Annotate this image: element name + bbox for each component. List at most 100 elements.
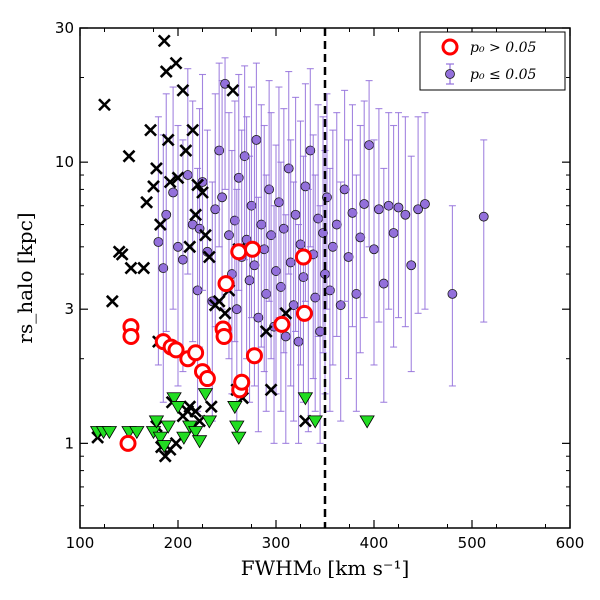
point-marker <box>290 209 301 220</box>
point-marker <box>420 199 430 209</box>
y-axis-title: rs_halo [kpc] <box>13 212 37 343</box>
data-point-red <box>273 315 291 333</box>
point-marker <box>214 145 225 156</box>
data-point-cross <box>153 218 167 231</box>
data-point-triangle <box>148 415 165 429</box>
data-point-cross <box>202 250 216 264</box>
cross-stroke-b <box>169 436 183 450</box>
data-point-triangle <box>187 426 204 440</box>
cross-stroke-b <box>189 208 203 222</box>
data-point-purple <box>478 139 489 323</box>
data-point-triangle <box>197 388 214 402</box>
cross-stroke-b <box>124 261 138 275</box>
data-point-triangle <box>101 426 118 440</box>
cross-stroke-b <box>226 83 240 97</box>
data-point-purple <box>256 104 267 348</box>
point-marker <box>229 215 240 226</box>
data-point-purple <box>339 89 350 302</box>
point-marker <box>210 204 221 215</box>
data-point-purple <box>324 167 335 412</box>
point-marker <box>293 336 304 347</box>
x-axis-title: FWHM₀ [km s⁻¹] <box>241 556 410 580</box>
data-point-red <box>215 327 233 345</box>
point-marker <box>244 275 255 286</box>
data-point-purple <box>310 174 321 412</box>
data-point-triangle <box>176 431 192 445</box>
point-marker <box>359 199 370 209</box>
point-marker <box>413 204 424 215</box>
data-point-cross <box>212 294 226 308</box>
point-marker <box>280 331 291 342</box>
data-point-purple <box>420 112 430 310</box>
data-point-purple <box>327 129 338 366</box>
point-marker <box>231 304 242 315</box>
data-point-purple <box>217 80 228 310</box>
data-point-red <box>230 243 248 261</box>
data-point-red <box>245 347 263 365</box>
data-point-cross <box>226 83 240 97</box>
cross-stroke-b <box>202 250 216 264</box>
cross-stroke-b <box>157 34 171 48</box>
point-marker <box>378 278 389 289</box>
data-point-purple <box>378 167 389 403</box>
cross-stroke-b <box>144 123 157 137</box>
data-point-purple <box>285 139 296 387</box>
data-point-cross <box>189 208 203 222</box>
x-tick-label: 500 <box>458 534 487 552</box>
data-point-purple <box>153 116 164 366</box>
y-tick-label: 10 <box>55 153 74 171</box>
cross-stroke-b <box>218 306 232 320</box>
data-point-purple <box>177 139 188 373</box>
marks-layer <box>89 34 489 463</box>
data-point-purple <box>315 205 326 444</box>
data-point-cross <box>204 400 218 414</box>
point-marker <box>249 260 260 271</box>
x-tick-label: 200 <box>164 534 193 552</box>
point-marker <box>351 289 362 299</box>
data-point-triangle <box>227 401 243 415</box>
legend: p₀ > 0.05 p₀ ≤ 0.05 <box>419 31 566 91</box>
data-point-cross <box>199 228 212 242</box>
cross-stroke-b <box>259 325 273 338</box>
cross-stroke-b <box>183 240 197 254</box>
data-point-red <box>187 344 205 362</box>
point-marker <box>233 172 244 183</box>
data-point-purple <box>261 174 272 412</box>
data-point-triangle <box>229 420 245 434</box>
cross-stroke-b <box>191 178 205 192</box>
cross-stroke-b <box>199 228 212 242</box>
cross-stroke-b <box>161 133 175 147</box>
data-point-red <box>217 275 235 293</box>
data-point-purple <box>182 68 193 275</box>
point-marker <box>355 232 366 243</box>
data-point-purple <box>295 120 306 366</box>
point-marker <box>251 134 262 145</box>
point-marker <box>343 252 354 262</box>
data-point-cross <box>259 325 273 338</box>
point-marker <box>313 213 324 224</box>
data-point-cross <box>264 383 278 397</box>
legend-label-0: p₀ > 0.05 <box>470 40 536 56</box>
data-point-triangle <box>129 426 145 440</box>
data-point-purple <box>249 139 260 387</box>
cross-stroke-b <box>212 294 226 308</box>
y-tick-label: 3 <box>64 300 74 318</box>
cross-stroke-b <box>147 179 160 193</box>
legend-marker-filled-circle <box>445 69 455 79</box>
point-marker <box>400 209 411 220</box>
data-point-purple <box>214 62 225 248</box>
cross-stroke-b <box>115 247 129 261</box>
data-point-cross <box>179 144 193 157</box>
data-point-purple <box>373 108 384 323</box>
data-point-triangle <box>231 431 247 445</box>
x-tick-label: 100 <box>66 534 95 552</box>
data-point-purple <box>246 86 257 319</box>
x-tick-label: 600 <box>556 534 585 552</box>
data-point-cross <box>171 171 185 185</box>
point-marker <box>327 241 338 252</box>
data-point-red <box>295 304 313 322</box>
point-marker <box>177 254 188 265</box>
cross-stroke-b <box>169 56 183 70</box>
cross-stroke-b <box>264 383 278 397</box>
data-point-cross <box>176 83 190 97</box>
